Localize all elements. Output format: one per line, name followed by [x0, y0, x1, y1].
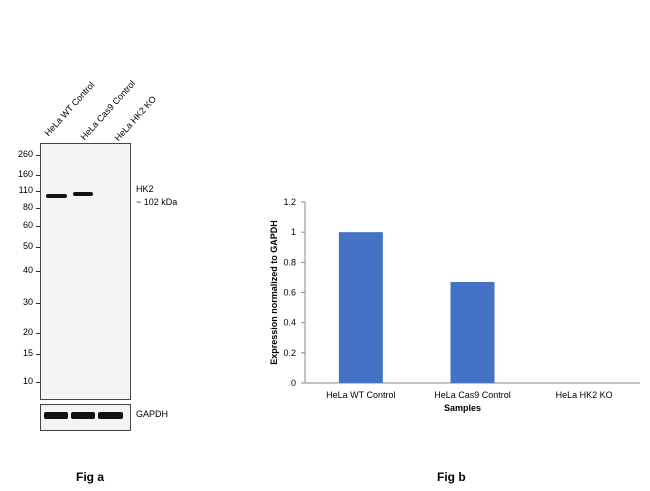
hk2-band-cas9: [73, 192, 93, 196]
y-axis-title: Expression normalized to GAPDH: [269, 220, 279, 365]
target-size: ~ 102 kDa: [136, 197, 178, 207]
x-axis-title: Samples: [444, 403, 481, 413]
gapdh-blot-membrane: [40, 404, 131, 431]
mw-marker: 40: [22, 265, 33, 275]
mw-marker: 50: [22, 241, 33, 251]
y-tick-label: 1: [291, 227, 296, 237]
mw-tick: [36, 271, 42, 272]
bar: [338, 232, 383, 383]
figure-a-label: Fig a: [76, 470, 105, 484]
mw-marker: 20: [22, 327, 33, 337]
mw-tick: [36, 333, 42, 334]
mw-marker: 15: [22, 348, 33, 358]
y-tick-label: 0.2: [283, 348, 296, 358]
mw-tick: [36, 247, 42, 248]
mw-marker: 30: [22, 297, 33, 307]
y-tick-label: 0.8: [283, 257, 296, 267]
mw-marker: 80: [22, 202, 33, 212]
mw-marker: 260: [17, 149, 33, 159]
mw-tick: [36, 382, 42, 383]
mw-tick: [36, 226, 42, 227]
hk2-band-wt: [46, 194, 67, 198]
mw-tick: [36, 155, 42, 156]
gapdh-band: [44, 412, 68, 419]
main-blot-membrane: [40, 143, 131, 400]
x-tick-label: HeLa HK2 KO: [556, 390, 613, 400]
x-tick-label: HeLa Cas9 Control: [434, 390, 511, 400]
mw-tick: [36, 175, 42, 176]
y-tick-label: 0: [291, 378, 296, 388]
gapdh-band: [71, 412, 95, 419]
bar: [450, 281, 495, 383]
mw-marker: 110: [18, 185, 33, 195]
mw-marker: 10: [22, 376, 33, 386]
target-label: HK2: [136, 184, 154, 194]
loading-control-label: GAPDH: [136, 409, 169, 419]
y-tick-label: 0.4: [283, 318, 296, 328]
figure-b-label: Fig b: [437, 470, 466, 484]
mw-marker: 60: [22, 220, 33, 230]
mw-marker: 160: [17, 169, 33, 179]
mw-tick: [36, 354, 42, 355]
y-tick-label: 1.2: [283, 197, 296, 207]
mw-tick: [36, 208, 42, 209]
mw-tick: [36, 191, 42, 192]
x-tick-label: HeLa WT Control: [326, 390, 395, 400]
mw-tick: [36, 303, 42, 304]
gapdh-band: [98, 412, 123, 419]
y-tick-label: 0.6: [283, 288, 296, 298]
